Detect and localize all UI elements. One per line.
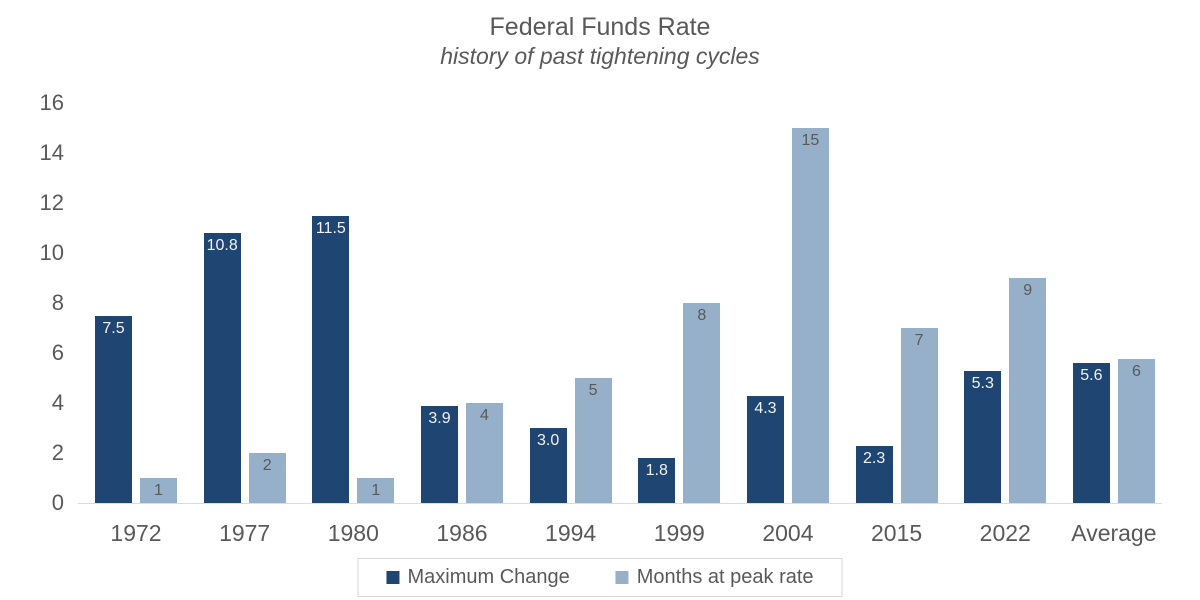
legend-swatch-icon	[615, 571, 629, 584]
bar-maximum-change-average: 5.6	[1072, 363, 1110, 503]
bar-group-average: 5.6 6 Average	[1071, 103, 1157, 546]
bar-data-label: 9	[1023, 282, 1033, 299]
x-tick-label: 1999	[653, 520, 705, 546]
bar-data-label: 6	[1131, 362, 1141, 380]
x-tick-label: 1977	[219, 520, 271, 546]
y-tick-label: 2	[51, 440, 64, 465]
bar-months-at-peak-2022: 9	[1009, 278, 1047, 503]
bar-maximum-change-1977: 10.8	[203, 233, 241, 503]
chart-title: Federal Funds Rate	[489, 13, 711, 41]
bar-months-at-peak-1980: 1	[357, 478, 395, 503]
bar-maximum-change-2004: 4.3	[746, 395, 784, 503]
bar-data-label: 11.5	[315, 219, 346, 237]
bar-group-1986: 3.9 4 1986	[420, 103, 503, 546]
x-axis-baseline	[78, 503, 1162, 504]
bar-maximum-change-1986: 3.9	[420, 405, 458, 503]
y-tick-label: 4	[51, 390, 64, 415]
bar-group-1980: 11.5 1 1980	[312, 103, 395, 546]
y-tick-label: 12	[39, 190, 64, 215]
bar-group-2015: 2.3 7 2015	[855, 103, 938, 546]
bar-maximum-change-2015: 2.3	[855, 445, 893, 503]
bar-data-label: 3.0	[537, 432, 560, 449]
bar-maximum-change-1999: 1.8	[638, 458, 676, 503]
x-tick-label: 2004	[762, 520, 814, 546]
bar-data-label: 8	[697, 307, 707, 324]
bar-months-at-peak-2015: 7	[900, 328, 938, 503]
bar-data-label: 5	[588, 382, 598, 399]
bar-maximum-change-1980: 11.5	[312, 215, 350, 503]
legend-item: Maximum Change	[386, 566, 570, 589]
bar-months-at-peak-1977: 2	[248, 453, 286, 503]
bar-data-label: 4	[480, 407, 489, 424]
y-axis: 0 2 4 6 8 10 12 14 16	[0, 0, 64, 600]
bar-months-at-peak-average: 6	[1117, 358, 1155, 503]
bar-data-label: 15	[801, 132, 820, 149]
bar-group-1977: 10.8 2 1977	[203, 103, 286, 546]
y-tick-label: 16	[39, 90, 64, 115]
x-tick-label: 1972	[110, 520, 162, 546]
bar-data-label: 2.3	[862, 449, 886, 467]
bar-data-label: 2	[262, 457, 272, 474]
bar-months-at-peak-2004: 15	[791, 128, 829, 503]
legend-label: Months at peak rate	[636, 566, 814, 588]
x-tick-label: 1994	[545, 520, 597, 546]
x-tick-label: 1986	[436, 520, 488, 546]
bar-data-label: 5.3	[971, 374, 994, 392]
bar-maximum-change-1994: 3.0	[529, 428, 567, 503]
bar-months-at-peak-1994: 5	[574, 378, 612, 503]
bar-group-1972: 7.5 1 1972	[95, 103, 177, 546]
y-tick-label: 0	[51, 490, 64, 515]
y-tick-label: 14	[39, 140, 64, 165]
bar-months-at-peak-1986: 4	[465, 403, 503, 503]
legend: Maximum Change Months at peak rate	[357, 558, 843, 597]
bar-group-1999: 1.8 8 1999	[638, 103, 721, 546]
bar-data-label: 1	[154, 482, 163, 499]
bar-data-label: 7	[914, 332, 924, 349]
x-tick-label: 2022	[979, 520, 1031, 546]
legend-swatch-icon	[386, 571, 400, 584]
chart-header: Federal Funds Rate history of past tight…	[0, 12, 1200, 72]
bar-group-1994: 3.0 5 1994	[529, 103, 612, 546]
bar-months-at-peak-1999: 8	[683, 303, 721, 503]
bar-group-2004: 4.3 15 2004	[746, 103, 829, 546]
y-tick-label: 10	[39, 240, 64, 265]
bar-data-label: 10.8	[206, 237, 238, 254]
legend-label: Maximum Change	[407, 566, 570, 588]
bar-data-label: 1.8	[645, 462, 668, 479]
y-tick-label: 6	[51, 340, 64, 365]
plot-area: 7.5 1 1972 10.8 2 1977 11.5 1 1980 3.9 4 1986 3.0 5 19…	[95, 103, 1157, 546]
bar-group-2022: 5.3 9 2022	[964, 103, 1047, 546]
bar-maximum-change-2022: 5.3	[964, 370, 1002, 503]
x-tick-label: Average	[1071, 520, 1157, 546]
bar-maximum-change-1972: 7.5	[95, 315, 132, 503]
y-tick-label: 8	[51, 290, 64, 315]
bar-data-label: 4.3	[754, 399, 777, 417]
x-tick-label: 1980	[327, 520, 379, 546]
bar-months-at-peak-1972: 1	[140, 478, 177, 503]
bar-data-label: 3.9	[428, 409, 451, 427]
bar-data-label: 5.6	[1080, 367, 1103, 384]
bar-data-label: 7.5	[102, 319, 125, 337]
x-tick-label: 2015	[871, 520, 923, 546]
chart-subtitle: history of past tightening cycles	[440, 43, 760, 69]
legend-item: Months at peak rate	[615, 566, 814, 589]
bar-data-label: 1	[371, 482, 381, 499]
